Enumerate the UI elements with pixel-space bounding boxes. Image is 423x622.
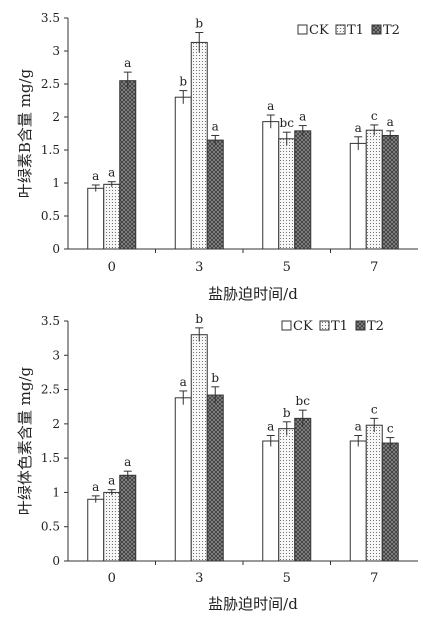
significance-label: b — [195, 312, 203, 326]
y-tick-label: 1.5 — [41, 143, 60, 157]
y-tick-label: 1 — [52, 176, 60, 190]
x-tick-label: 0 — [108, 260, 116, 275]
significance-label: b — [283, 406, 291, 420]
bar-t1 — [278, 428, 296, 562]
y-tick-label: 1.5 — [41, 451, 60, 465]
bar-t2 — [294, 130, 312, 250]
x-tick-label: 3 — [195, 260, 203, 275]
y-tick-label: 3 — [52, 44, 60, 58]
significance-label: c — [371, 109, 378, 123]
bar-t2 — [119, 80, 137, 250]
legend-swatch-t2 — [371, 24, 382, 35]
legend-label: T1 — [347, 23, 364, 38]
significance-label: b — [195, 17, 203, 31]
y-tick-label: 3.5 — [41, 314, 60, 328]
legend-label: T2 — [383, 23, 400, 38]
bar-ck — [349, 142, 367, 250]
bar-ck — [87, 498, 105, 562]
bar-t1 — [190, 41, 208, 250]
significance-label: a — [299, 110, 306, 124]
legend-label: CK — [293, 319, 313, 334]
legend: CK T1 T2 — [297, 23, 400, 38]
legend-label: CK — [309, 23, 329, 38]
legend-label: T2 — [367, 319, 384, 334]
y-tick-label: 3 — [52, 348, 60, 362]
bar-ck — [349, 440, 367, 562]
legend-label: T1 — [331, 319, 348, 334]
significance-label: bc — [280, 116, 295, 130]
y-tick-label: 2 — [52, 110, 60, 124]
y-tick-label: 0 — [52, 242, 60, 256]
y-tick-label: 3.5 — [41, 11, 60, 25]
legend-swatch-t1 — [319, 320, 330, 331]
legend: CK T1 T2 — [281, 319, 384, 334]
bar-ck — [174, 397, 192, 562]
bar-t1 — [365, 129, 383, 250]
bar-t2 — [206, 394, 224, 562]
bar-t1 — [365, 424, 383, 562]
significance-label: b — [211, 371, 219, 385]
legend-swatch-ck — [281, 320, 292, 331]
significance-label: b — [179, 75, 187, 89]
y-tick-label: 1 — [52, 485, 60, 499]
bar-t1 — [190, 334, 208, 562]
y-tick-label: 0.5 — [41, 520, 60, 534]
y-tick-label: 2.5 — [41, 383, 60, 397]
bar-t2 — [294, 417, 312, 562]
y-axis-title: 叶绿素B含量 mg/g — [16, 68, 34, 198]
significance-label: a — [108, 474, 115, 488]
y-tick-label: 2 — [52, 417, 60, 431]
bar-t2 — [206, 139, 224, 250]
legend-swatch-t1 — [335, 24, 346, 35]
y-tick-label: 0 — [52, 554, 60, 568]
x-tick-label: 5 — [283, 260, 291, 275]
legend-swatch-t2 — [355, 320, 366, 331]
x-axis-title: 盐胁迫时间/d — [208, 595, 298, 613]
x-axis-title: 盐胁迫时间/d — [208, 285, 298, 303]
significance-label: a — [124, 56, 131, 70]
x-tick-label: 7 — [370, 571, 378, 586]
significance-label: a — [92, 169, 99, 183]
bar-t2 — [381, 134, 399, 250]
bar-t1 — [278, 138, 296, 250]
significance-label: a — [267, 420, 274, 434]
significance-label: a — [212, 119, 219, 133]
significance-label: a — [355, 121, 362, 135]
bar-t2 — [119, 474, 137, 562]
y-tick-label: 2.5 — [41, 77, 60, 91]
significance-label: a — [180, 375, 187, 389]
x-tick-label: 3 — [195, 571, 203, 586]
significance-label: a — [108, 166, 115, 180]
significance-label: a — [387, 115, 394, 129]
significance-label: c — [387, 422, 394, 436]
significance-label: c — [371, 402, 378, 416]
bar-t2 — [381, 442, 399, 562]
significance-label: bc — [296, 394, 311, 408]
bar-t1 — [103, 183, 121, 250]
bar-ck — [174, 96, 192, 250]
x-tick-label: 0 — [108, 571, 116, 586]
bar-t1 — [103, 491, 121, 562]
y-axis-title: 叶绿体色素含量 mg/g — [16, 366, 34, 515]
bar-ck — [262, 440, 280, 562]
significance-label: a — [124, 455, 131, 469]
legend-swatch-ck — [297, 24, 308, 35]
significance-label: a — [92, 480, 99, 494]
x-tick-label: 5 — [283, 571, 291, 586]
y-tick-label: 0.5 — [41, 209, 60, 223]
significance-label: a — [267, 99, 274, 113]
bar-ck — [262, 121, 280, 250]
significance-label: a — [355, 420, 362, 434]
x-tick-label: 7 — [370, 260, 378, 275]
bar-ck — [87, 187, 105, 250]
